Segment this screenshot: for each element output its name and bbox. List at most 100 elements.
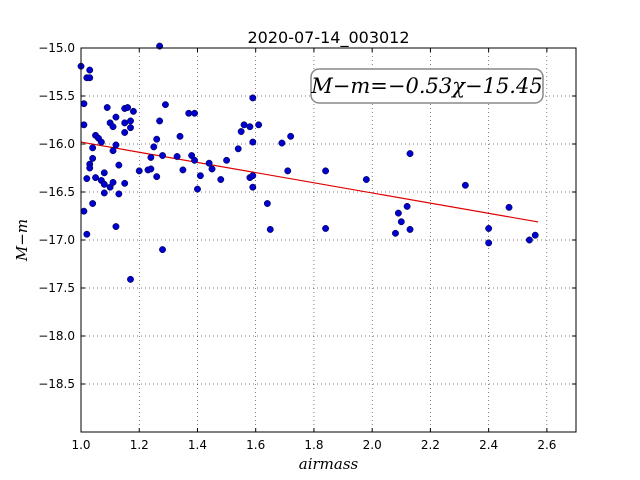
scatter-point — [109, 123, 117, 131]
scatter-point — [109, 178, 117, 186]
scatter-point — [86, 74, 94, 82]
scatter-point — [135, 167, 143, 175]
scatter-point — [176, 132, 184, 140]
scatter-point — [191, 109, 199, 117]
scatter-point — [205, 159, 213, 167]
scatter-point — [86, 66, 94, 74]
scatter-point — [284, 167, 292, 175]
scatter-point — [249, 183, 257, 191]
x-tick-label: 2.4 — [479, 438, 498, 452]
scatter-point — [255, 121, 263, 129]
scatter-point — [112, 223, 120, 231]
y-tick-label: −15.5 — [38, 89, 75, 103]
scatter-point — [208, 165, 216, 173]
scatter-point — [127, 117, 134, 125]
y-tick-label: −15.0 — [38, 41, 75, 55]
scatter-point — [147, 165, 155, 173]
scatter-point — [525, 236, 533, 244]
scatter-point — [80, 100, 88, 108]
x-tick-label: 1.0 — [71, 438, 90, 452]
scatter-point — [127, 275, 134, 283]
scatter-point — [127, 124, 134, 132]
scatter-point — [461, 181, 469, 189]
scatter-point — [223, 156, 231, 164]
scatter-point — [394, 209, 402, 217]
scatter-point — [83, 230, 91, 238]
scatter-point — [249, 138, 257, 146]
scatter-point — [322, 167, 330, 175]
scatter-point — [100, 189, 108, 197]
scatter-point — [153, 173, 161, 181]
scatter-point — [249, 94, 257, 102]
scatter-point — [89, 200, 97, 207]
scatter-point — [115, 161, 123, 169]
x-tick-label: 2.0 — [363, 438, 382, 452]
ticks: 1.0 1.2 1.4 1.6 1.8 2.0 2.2 2.4 2.6 −15.0 −15.5 −16… — [38, 41, 576, 452]
y-tick-label: −18.0 — [38, 329, 75, 343]
scatter-point — [109, 147, 117, 155]
scatter-point — [129, 107, 137, 115]
scatter-point — [83, 175, 91, 183]
x-tick-label: 1.4 — [188, 438, 207, 452]
scatter-point — [278, 139, 286, 147]
scatter-point — [322, 225, 330, 232]
scatter-point — [234, 145, 242, 153]
scatter-point — [185, 109, 193, 117]
x-tick-label: 1.8 — [304, 438, 323, 452]
scatter-point — [266, 225, 274, 233]
scatter-point — [89, 144, 97, 152]
scatter-point — [112, 141, 120, 149]
scatter-point — [406, 225, 414, 233]
scatter-point — [397, 218, 405, 226]
scatter-point — [249, 172, 257, 180]
fit-line — [80, 141, 539, 223]
scatter-point — [115, 190, 123, 198]
scatter-point — [179, 166, 187, 174]
scatter-point — [191, 156, 199, 164]
scatter-point — [147, 153, 155, 161]
y-tick-label: −18.5 — [38, 377, 75, 391]
scatter-point — [362, 176, 370, 183]
scatter-point — [103, 104, 111, 111]
scatter-point — [403, 202, 411, 210]
x-axis-label: airmass — [299, 455, 359, 473]
y-tick-label: −17.0 — [38, 233, 75, 247]
scatter-point — [100, 180, 108, 188]
y-axis-label: M−m — [13, 219, 31, 262]
scatter-point — [121, 129, 129, 136]
scatter-point — [112, 113, 120, 121]
fit-equation-box-frame — [310, 68, 544, 104]
scatter-point — [406, 150, 414, 158]
scatter-point — [92, 174, 100, 182]
scatter-point — [89, 154, 97, 162]
scatter-point — [196, 172, 204, 180]
scatter-point — [194, 185, 201, 193]
scatter-point — [86, 164, 94, 172]
fit-equation-label: M−m=−0.53χ−15.45 — [310, 74, 542, 98]
scatter-point — [159, 152, 166, 159]
scatter-point — [240, 121, 248, 129]
scatter-point — [100, 169, 108, 177]
scatter-point — [392, 229, 399, 237]
fit-layer — [80, 141, 539, 223]
scatter-point — [161, 101, 169, 109]
scatter-point — [505, 203, 513, 211]
y-tick-label: −16.0 — [38, 137, 75, 151]
scatter-point — [121, 179, 129, 187]
scatter-point — [485, 239, 493, 247]
scatter-point — [287, 132, 295, 140]
scatter-point — [156, 117, 164, 125]
scatter-point — [263, 200, 271, 207]
data-points — [77, 42, 539, 283]
scatter-point — [237, 128, 245, 135]
fit-equation-box: M−m=−0.53χ−15.45 — [310, 68, 544, 104]
y-tick-label: −16.5 — [38, 185, 75, 199]
scatter-point — [217, 176, 225, 183]
chart-title: 2020-07-14_003012 — [247, 28, 409, 48]
x-tick-label: 1.6 — [246, 438, 265, 452]
scatter-point — [485, 225, 493, 232]
scatter-point — [531, 231, 539, 239]
scatter-point — [97, 138, 105, 146]
scatter-point — [121, 119, 129, 127]
